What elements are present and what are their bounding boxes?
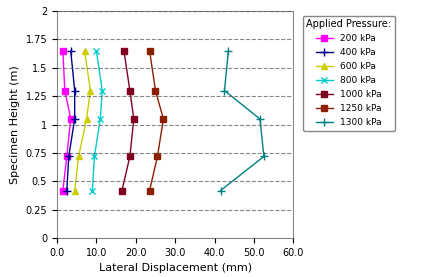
1300 kPa <box>222 89 227 92</box>
200 kPa <box>60 49 66 53</box>
800 kPa <box>98 117 103 121</box>
Line: 1300 kPa: 1300 kPa <box>216 47 268 195</box>
1250 kPa <box>161 117 166 121</box>
600 kPa <box>84 117 89 121</box>
Line: 800 kPa: 800 kPa <box>89 47 106 194</box>
400 kPa <box>72 89 77 92</box>
600 kPa <box>72 189 77 192</box>
1000 kPa <box>119 189 124 192</box>
Y-axis label: Specimen Height (m): Specimen Height (m) <box>10 65 20 184</box>
800 kPa <box>94 49 99 53</box>
1300 kPa <box>218 189 223 192</box>
400 kPa <box>72 117 77 121</box>
200 kPa <box>68 117 74 121</box>
1300 kPa <box>261 155 266 158</box>
1000 kPa <box>127 155 133 158</box>
200 kPa <box>64 155 69 158</box>
1250 kPa <box>153 89 158 92</box>
800 kPa <box>90 189 95 192</box>
Line: 1000 kPa: 1000 kPa <box>119 48 137 193</box>
600 kPa <box>88 89 93 92</box>
400 kPa <box>68 49 74 53</box>
1250 kPa <box>155 155 160 158</box>
Legend: 200 kPa, 400 kPa, 600 kPa, 800 kPa, 1000 kPa, 1250 kPa, 1300 kPa: 200 kPa, 400 kPa, 600 kPa, 800 kPa, 1000… <box>303 16 395 130</box>
600 kPa <box>82 49 87 53</box>
1000 kPa <box>127 89 133 92</box>
1000 kPa <box>131 117 137 121</box>
Line: 400 kPa: 400 kPa <box>63 47 79 195</box>
X-axis label: Lateral Displacement (mm): Lateral Displacement (mm) <box>99 263 252 273</box>
1000 kPa <box>121 49 127 53</box>
1250 kPa <box>147 189 152 192</box>
200 kPa <box>60 189 66 192</box>
Line: 1250 kPa: 1250 kPa <box>147 48 166 193</box>
1300 kPa <box>258 117 263 121</box>
800 kPa <box>100 89 105 92</box>
800 kPa <box>92 155 97 158</box>
400 kPa <box>64 189 69 192</box>
200 kPa <box>62 89 67 92</box>
Line: 600 kPa: 600 kPa <box>71 47 94 194</box>
1250 kPa <box>147 49 152 53</box>
400 kPa <box>66 155 71 158</box>
Line: 200 kPa: 200 kPa <box>60 48 74 193</box>
600 kPa <box>76 155 81 158</box>
1300 kPa <box>226 49 231 53</box>
